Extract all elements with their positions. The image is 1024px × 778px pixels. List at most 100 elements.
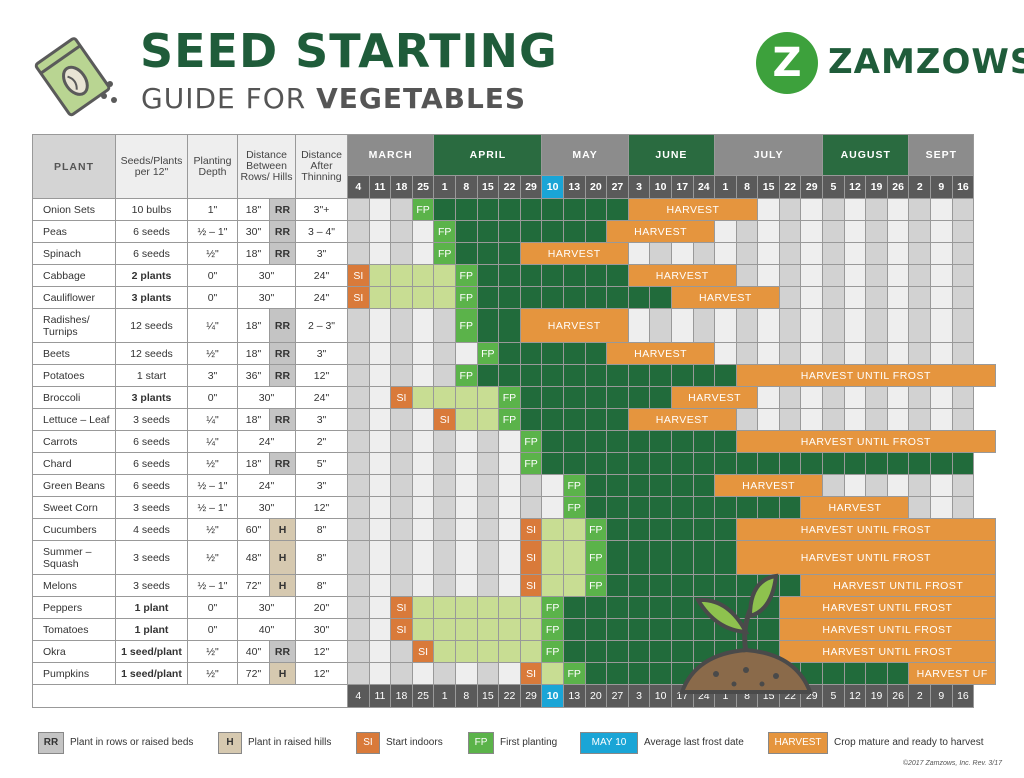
growing-cell [822, 662, 845, 685]
growing-cell [714, 452, 737, 475]
empty-cell [843, 474, 867, 497]
week-label: 27 [606, 175, 629, 199]
indoor-growth-cell [433, 264, 456, 287]
empty-cell [757, 408, 780, 431]
empty-cell [454, 496, 478, 519]
seeds-per-foot: 4 seeds [115, 518, 188, 541]
empty-cell [886, 474, 910, 497]
seeds-per-foot: 10 bulbs [115, 198, 188, 221]
empty-cell [735, 308, 759, 343]
growing-cell [519, 198, 543, 221]
thinning-column-header: Distance After Thinning [295, 134, 348, 199]
empty-cell [757, 198, 780, 221]
empty-cell [778, 408, 802, 431]
week-label: 29 [519, 175, 543, 199]
week-label: 11 [368, 684, 392, 708]
planting-depth: 0" [187, 596, 238, 619]
growing-cell [951, 452, 975, 475]
growing-cell [649, 474, 672, 497]
empty-cell [390, 198, 413, 221]
indoor-growth-cell [433, 618, 456, 641]
week-label: 24 [692, 175, 716, 199]
week-label: 25 [411, 175, 435, 199]
growing-cell [606, 386, 629, 409]
legend-fp-label: First planting [500, 737, 558, 748]
growing-cell [606, 452, 629, 475]
growing-cell [649, 386, 672, 409]
empty-cell [433, 342, 456, 365]
start-indoors-cell: SI [390, 596, 413, 619]
seeds-per-foot: 1 seed/plant [115, 640, 188, 663]
empty-cell [519, 474, 543, 497]
start-indoors-cell: SI [390, 386, 413, 409]
header: SEED STARTING GUIDE FOR VEGETABLES Z ZAM… [0, 0, 1024, 130]
seed-packet-icon [34, 37, 117, 117]
empty-cell [498, 540, 521, 575]
growing-cell [627, 286, 651, 309]
row-distance: 72" [237, 574, 270, 597]
empty-cell [498, 496, 521, 519]
growing-cell [606, 474, 629, 497]
empty-cell [368, 518, 392, 541]
start-indoors-cell: SI [347, 286, 370, 309]
empty-cell [886, 242, 910, 265]
first-planting-cell: FP [498, 386, 521, 409]
legend: RR Plant in rows or raised beds H Plant … [32, 728, 1012, 758]
row-distance: 30" [237, 596, 296, 619]
indoor-growth-cell [498, 640, 521, 663]
plant-name: Chard [32, 452, 116, 475]
first-planting-cell: FP [519, 430, 543, 453]
empty-cell [800, 342, 824, 365]
plant-name: Potatoes [32, 364, 116, 387]
growing-cell [584, 286, 608, 309]
indoor-growth-cell [411, 286, 435, 309]
empty-cell [347, 364, 370, 387]
empty-cell [454, 430, 478, 453]
start-indoors-cell: SI [519, 574, 543, 597]
growing-cell [562, 640, 586, 663]
empty-cell [822, 474, 845, 497]
empty-cell [886, 286, 910, 309]
empty-cell [908, 474, 932, 497]
plant-row: Sweet Corn 3 seeds ½ – 1" 30" 12" FP HARVEST [32, 496, 996, 519]
bed-type-tag: RR [269, 452, 296, 475]
empty-cell [951, 198, 975, 221]
harvest-bar: HARVEST [714, 474, 824, 497]
month-header: JUNE [627, 134, 716, 176]
week-label: 20 [584, 175, 608, 199]
harvest-bar: HARVEST [606, 220, 716, 243]
planting-schedule-table: PLANT Seeds/Plants per 12" Planting Dept… [32, 134, 997, 708]
planting-depth: ½ – 1" [187, 220, 238, 243]
plant-name: Okra [32, 640, 116, 663]
row-distance: 36" [237, 364, 270, 387]
seeds-per-foot: 12 seeds [115, 342, 188, 365]
empty-cell [433, 540, 456, 575]
first-planting-cell: FP [562, 474, 586, 497]
empty-cell [390, 220, 413, 243]
empty-cell [778, 242, 802, 265]
empty-cell [368, 496, 392, 519]
empty-cell [908, 264, 932, 287]
growing-cell [649, 596, 672, 619]
growing-cell [562, 198, 586, 221]
week-label: 29 [800, 175, 824, 199]
plant-name: Cucumbers [32, 518, 116, 541]
plant-name: Lettuce – Leaf [32, 408, 116, 431]
bed-type-tag: RR [269, 242, 296, 265]
empty-cell [476, 474, 500, 497]
growing-cell [735, 496, 759, 519]
week-label: 15 [476, 684, 500, 708]
harvest-bar: HARVEST UF [908, 662, 996, 685]
empty-cell [454, 574, 478, 597]
empty-cell [930, 386, 953, 409]
plant-row: Summer – Squash 3 seeds ½" 48" H 8" SI FP HARVES… [32, 540, 997, 575]
row-distance: 18" [237, 408, 270, 431]
indoor-growth-cell [562, 518, 586, 541]
growing-cell [606, 496, 629, 519]
planting-depth: ¼" [187, 408, 238, 431]
growing-cell [584, 662, 608, 685]
first-planting-cell: FP [433, 242, 456, 265]
empty-cell [390, 540, 413, 575]
empty-cell [778, 286, 802, 309]
growing-cell [692, 618, 716, 641]
